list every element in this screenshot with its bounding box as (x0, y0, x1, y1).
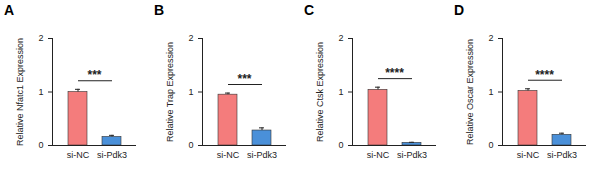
svg-text:Relative Trap Expression: Relative Trap Expression (165, 42, 175, 142)
svg-text:si-Pdk3: si-Pdk3 (97, 150, 127, 160)
svg-text:si-Pdk3: si-Pdk3 (397, 150, 427, 160)
svg-text:1: 1 (488, 87, 493, 97)
svg-text:1: 1 (188, 87, 193, 97)
svg-text:2: 2 (188, 33, 193, 43)
svg-text:0: 0 (488, 140, 493, 150)
html-text:A: A (4, 2, 15, 18)
svg-text:****: **** (385, 66, 404, 80)
svg-text:Relative Oscar Expression: Relative Oscar Expression (465, 39, 475, 145)
svg-text:****: **** (535, 68, 554, 82)
svg-text:si-NC: si-NC (67, 150, 90, 160)
svg-text:si-Pdk3: si-Pdk3 (247, 150, 277, 160)
svg-text:0: 0 (188, 140, 193, 150)
svg-text:si-Pdk3: si-Pdk3 (547, 150, 577, 160)
svg-text:1: 1 (338, 87, 343, 97)
svg-text:0: 0 (338, 140, 343, 150)
svg-text:0: 0 (38, 140, 43, 150)
svg-text:2: 2 (338, 33, 343, 43)
html-text:C: C (304, 2, 315, 18)
svg-text:***: *** (237, 72, 251, 86)
svg-text:Relative Ctsk Expression: Relative Ctsk Expression (315, 42, 325, 142)
svg-text:Relative Nfatc1 Expression: Relative Nfatc1 Expression (15, 38, 25, 146)
svg-text:si-NC: si-NC (517, 150, 540, 160)
svg-text:1: 1 (38, 87, 43, 97)
html-text:B: B (154, 2, 165, 18)
svg-text:2: 2 (38, 33, 43, 43)
svg-text:si-NC: si-NC (367, 150, 390, 160)
svg-text:si-NC: si-NC (217, 150, 240, 160)
html-text:D: D (454, 2, 465, 18)
svg-text:2: 2 (488, 33, 493, 43)
svg-text:***: *** (87, 68, 101, 82)
